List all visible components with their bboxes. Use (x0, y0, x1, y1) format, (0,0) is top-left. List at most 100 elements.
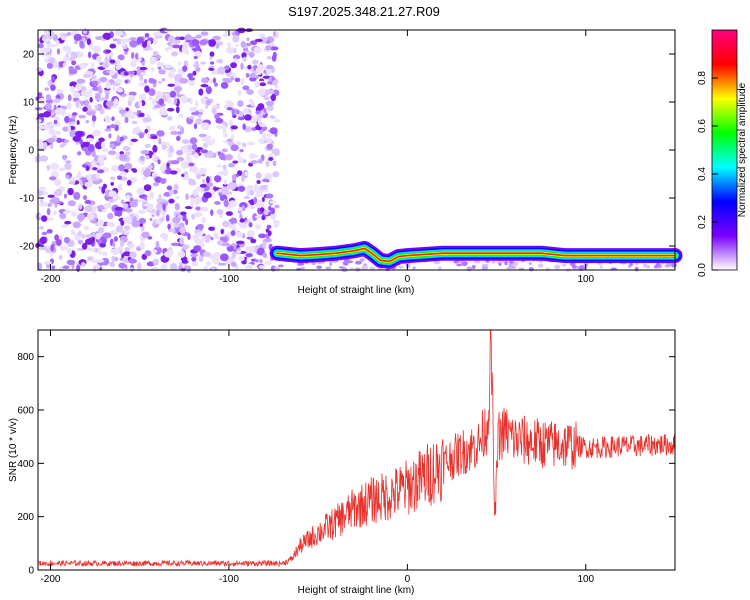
noise-speck (53, 98, 61, 104)
noise-speck (34, 107, 43, 111)
noise-speck (247, 141, 256, 146)
noise-speck (116, 134, 121, 143)
noise-speck (77, 170, 82, 177)
noise-speck (257, 103, 265, 111)
noise-speck (193, 55, 198, 60)
noise-speck (72, 221, 81, 229)
noise-speck (37, 125, 44, 130)
noise-speck (227, 182, 237, 190)
noise-speck (183, 60, 189, 67)
noise-speck (113, 98, 119, 106)
noise-speck (151, 135, 158, 140)
noise-speck (113, 236, 118, 242)
noise-speck (244, 171, 249, 177)
noise-speck (224, 121, 229, 128)
noise-speck (210, 236, 214, 241)
noise-speck (75, 83, 81, 89)
noise-speck (76, 213, 86, 221)
y-tick-label: 800 (17, 352, 34, 363)
noise-speck (163, 235, 168, 242)
noise-speck (111, 255, 116, 263)
noise-speck (117, 106, 124, 111)
noise-speck (166, 162, 170, 168)
noise-speck (48, 44, 57, 48)
noise-speck (255, 224, 262, 230)
noise-speck (178, 113, 184, 118)
noise-speck (250, 258, 257, 262)
noise-speck (209, 56, 213, 60)
noise-speck (277, 264, 284, 268)
noise-speck (59, 144, 64, 148)
noise-speck (127, 70, 136, 75)
noise-speck (119, 154, 128, 162)
noise-speck (248, 222, 253, 228)
noise-speck (209, 61, 215, 65)
noise-speck (73, 33, 82, 42)
noise-speck (142, 41, 148, 48)
noise-speck (216, 125, 225, 129)
noise-speck (132, 127, 141, 134)
noise-speck (238, 256, 245, 262)
noise-speck (49, 123, 58, 127)
noise-speck (232, 248, 237, 253)
noise-speck (85, 120, 89, 124)
noise-speck (257, 69, 262, 75)
noise-speck (258, 64, 265, 72)
noise-speck (98, 186, 103, 190)
noise-speck (190, 199, 195, 208)
noise-speck (438, 266, 442, 270)
noise-speck (206, 176, 210, 184)
noise-speck (243, 107, 249, 115)
noise-speck (169, 90, 177, 98)
noise-speck (174, 202, 180, 211)
figure-title: S197.2025.348.21.27.R09 (288, 4, 440, 19)
noise-speck (226, 42, 232, 48)
noise-speck (108, 133, 112, 139)
noise-speck (156, 91, 164, 96)
noise-speck (188, 78, 196, 87)
noise-speck (191, 111, 199, 116)
noise-speck (95, 105, 99, 111)
noise-speck (168, 145, 174, 153)
noise-speck (214, 201, 221, 205)
noise-speck (144, 32, 150, 38)
noise-speck (67, 200, 76, 207)
noise-speck (104, 128, 112, 132)
noise-speck (202, 251, 211, 257)
noise-speck (240, 77, 245, 86)
noise-speck (169, 263, 178, 271)
noise-speck (249, 205, 256, 210)
noise-speck (136, 36, 144, 45)
noise-speck (115, 210, 123, 217)
noise-speck (124, 79, 129, 84)
noise-speck (92, 167, 98, 171)
noise-speck (242, 56, 247, 62)
noise-speck (545, 267, 551, 272)
noise-speck (237, 206, 243, 211)
noise-speck (237, 90, 242, 96)
noise-speck (223, 133, 228, 138)
noise-speck (139, 74, 144, 82)
noise-speck (259, 82, 267, 87)
noise-speck (80, 262, 86, 267)
noise-speck (37, 92, 43, 97)
noise-speck (246, 236, 254, 240)
noise-speck (137, 262, 142, 270)
noise-speck (156, 202, 163, 211)
noise-speck (229, 76, 235, 81)
noise-speck (164, 251, 173, 258)
noise-speck (232, 160, 239, 164)
noise-speck (58, 167, 65, 172)
noise-speck (203, 192, 212, 199)
noise-speck (128, 114, 136, 119)
noise-speck (64, 162, 72, 170)
noise-speck (158, 137, 162, 145)
noise-speck (511, 266, 517, 269)
noise-speck (258, 265, 266, 269)
noise-speck (228, 218, 236, 223)
colorbar-tick-label: 0.6 (697, 119, 708, 133)
noise-speck (453, 260, 460, 264)
noise-speck (254, 80, 260, 88)
noise-speck (249, 40, 258, 46)
noise-speck (259, 128, 263, 135)
